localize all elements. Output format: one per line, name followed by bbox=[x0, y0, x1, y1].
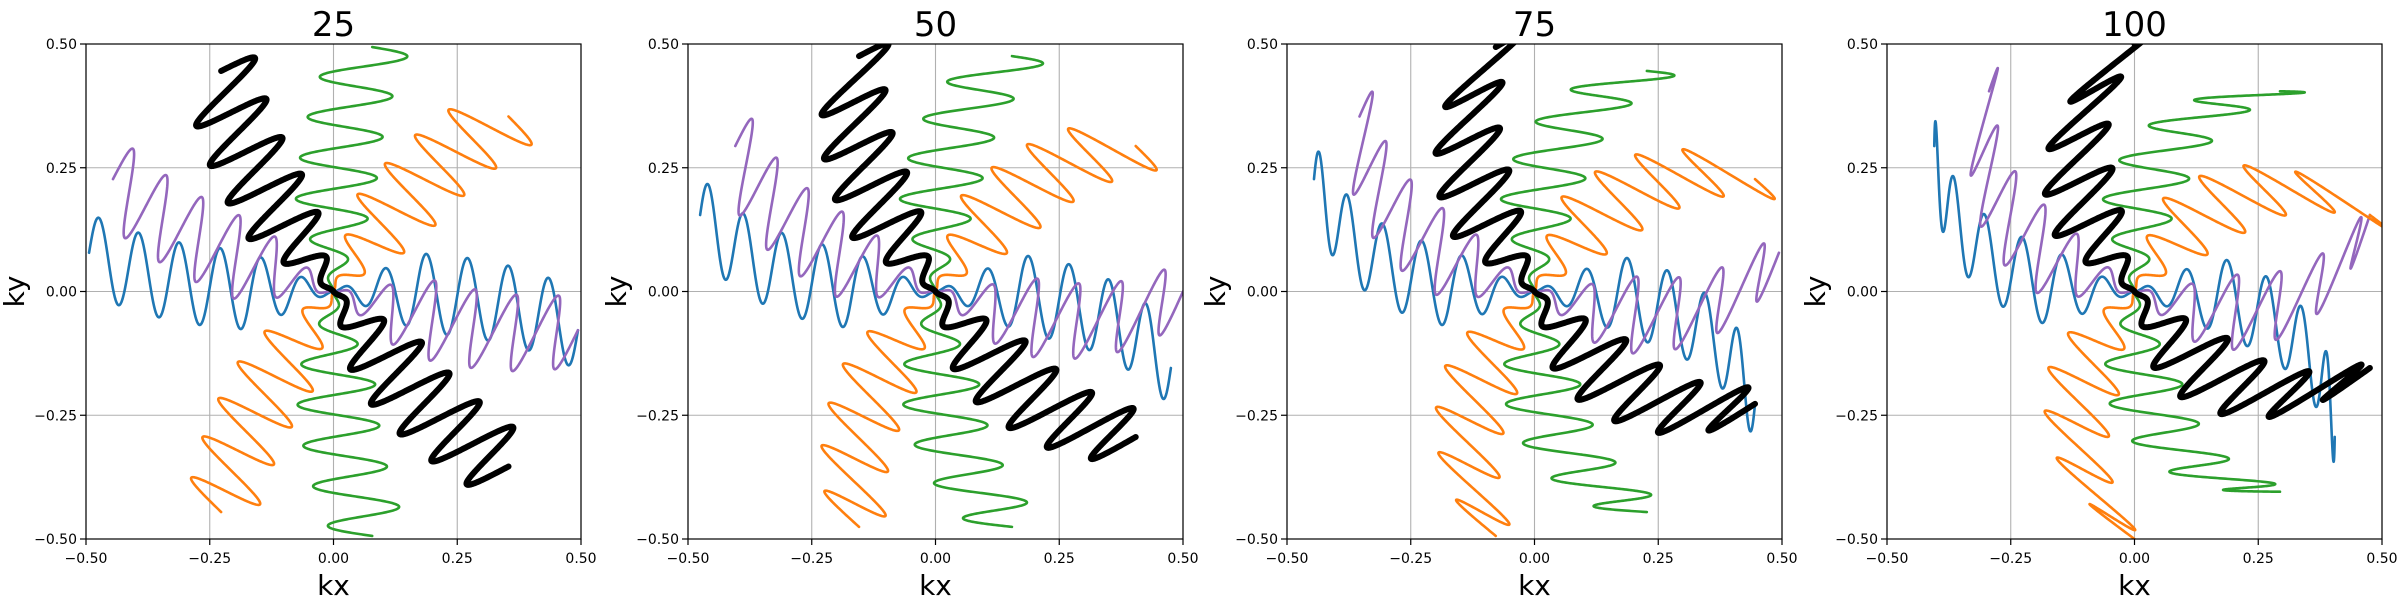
x-tick-label: 0.25 bbox=[2243, 551, 2274, 567]
trajectory-line bbox=[296, 290, 401, 538]
x-tick-label: 0.00 bbox=[1519, 551, 1550, 567]
y-tick-label: 0.50 bbox=[648, 37, 679, 53]
x-tick-label: 0.25 bbox=[1044, 551, 1075, 567]
y-tick-label: 0.00 bbox=[1247, 285, 1278, 301]
trajectory-line bbox=[934, 127, 1158, 293]
trajectory-line bbox=[2101, 89, 2307, 293]
highlighted-trajectory-line bbox=[1531, 288, 1759, 436]
trajectory-line bbox=[111, 147, 335, 300]
trajectory-line bbox=[87, 216, 335, 331]
y-tick-label: 0.00 bbox=[46, 285, 77, 301]
x-axis-label: kx bbox=[1518, 569, 1551, 600]
x-tick-label: −0.25 bbox=[1389, 551, 1432, 567]
trajectory-line bbox=[332, 252, 580, 367]
trajectory-line bbox=[2133, 164, 2382, 293]
trajectory-line bbox=[902, 290, 1029, 529]
x-tick-label: 0.50 bbox=[1766, 551, 1797, 567]
chart-panel: −0.50 −0.50 −0.25 −0.25 0.00 0.00 0.25 0.25 0.50… bbox=[0, 5, 597, 600]
highlighted-trajectory-line bbox=[818, 44, 939, 295]
x-axis-label: kx bbox=[317, 569, 350, 600]
y-tick-label: −0.50 bbox=[1235, 532, 1278, 548]
x-tick-label: −0.50 bbox=[667, 551, 710, 567]
trajectory-line bbox=[1503, 290, 1653, 514]
y-tick-label: 0.25 bbox=[648, 161, 679, 177]
y-tick-label: 0.00 bbox=[1847, 285, 1878, 301]
trajectory-line bbox=[1969, 66, 2136, 298]
y-tick-label: −0.25 bbox=[1835, 408, 1878, 424]
y-tick-label: 0.25 bbox=[46, 161, 77, 177]
highlighted-trajectory-line bbox=[330, 288, 517, 488]
y-axis-label: ky bbox=[600, 276, 633, 308]
trajectory-line bbox=[1533, 242, 1781, 355]
highlighted-trajectory-line bbox=[932, 288, 1139, 463]
trajectory-line bbox=[332, 107, 533, 293]
x-tick-label: 0.00 bbox=[318, 551, 349, 567]
x-tick-label: −0.25 bbox=[188, 551, 231, 567]
chart-title: 75 bbox=[1513, 5, 1556, 45]
x-tick-label: 0.00 bbox=[920, 551, 951, 567]
y-tick-label: −0.50 bbox=[636, 532, 679, 548]
trajectory-line bbox=[294, 45, 409, 293]
x-tick-label: −0.50 bbox=[65, 551, 108, 567]
x-tick-label: −0.50 bbox=[1266, 551, 1309, 567]
trajectory-line bbox=[189, 290, 335, 514]
trajectory-line bbox=[1434, 290, 1536, 538]
x-tick-label: −0.50 bbox=[1866, 551, 1909, 567]
y-axis-label: ky bbox=[1199, 276, 1232, 308]
y-axis-label: ky bbox=[0, 276, 31, 308]
x-tick-label: 0.25 bbox=[442, 551, 473, 567]
y-tick-label: 0.25 bbox=[1847, 161, 1878, 177]
highlighted-trajectory-line bbox=[2041, 44, 2144, 295]
chart-title: 50 bbox=[914, 5, 957, 45]
trajectory-line bbox=[820, 290, 937, 529]
highlighted-trajectory-line bbox=[193, 54, 337, 295]
x-tick-label: 0.50 bbox=[565, 551, 596, 567]
y-tick-label: 0.00 bbox=[648, 285, 679, 301]
y-tick-label: −0.25 bbox=[1235, 408, 1278, 424]
trajectory-line bbox=[332, 279, 580, 373]
chart-panel: −0.50 −0.50 −0.25 −0.25 0.00 0.00 0.25 0.25 0.50… bbox=[1799, 5, 2398, 600]
trajectory-line bbox=[733, 117, 937, 299]
y-tick-label: −0.50 bbox=[34, 532, 77, 548]
y-tick-label: 0.50 bbox=[46, 37, 77, 53]
trajectory-line bbox=[1533, 147, 1777, 293]
y-tick-label: −0.50 bbox=[1835, 532, 1878, 548]
chart-title: 100 bbox=[2102, 5, 2167, 45]
chart-title: 25 bbox=[312, 5, 355, 45]
y-tick-label: 0.25 bbox=[1247, 161, 1278, 177]
chart-panel: −0.50 −0.50 −0.25 −0.25 0.00 0.00 0.25 0.25 0.50… bbox=[600, 5, 1199, 600]
x-tick-label: 0.00 bbox=[2119, 551, 2150, 567]
y-tick-label: −0.25 bbox=[34, 408, 77, 424]
x-axis-label: kx bbox=[2118, 569, 2151, 600]
x-tick-label: 0.50 bbox=[1167, 551, 1198, 567]
trajectory-line bbox=[2104, 290, 2282, 494]
x-tick-label: 0.25 bbox=[1643, 551, 1674, 567]
chart-panel: −0.50 −0.50 −0.25 −0.25 0.00 0.00 0.25 0.25 0.50… bbox=[1199, 5, 1798, 600]
y-axis-label: ky bbox=[1799, 276, 1832, 308]
y-tick-label: −0.25 bbox=[636, 408, 679, 424]
y-tick-label: 0.50 bbox=[1847, 37, 1878, 53]
trajectory-line bbox=[1312, 150, 1536, 327]
trajectory-line bbox=[1351, 90, 1536, 299]
trajectory-line bbox=[698, 182, 937, 329]
x-tick-label: −0.25 bbox=[1989, 551, 2032, 567]
trajectory-line bbox=[1932, 119, 2136, 325]
x-tick-label: 0.50 bbox=[2366, 551, 2397, 567]
highlighted-trajectory-line bbox=[2131, 288, 2373, 420]
trajectory-line bbox=[2043, 290, 2137, 539]
highlighted-trajectory-line bbox=[1432, 44, 1538, 295]
x-tick-label: −0.25 bbox=[790, 551, 833, 567]
trajectory-line bbox=[934, 268, 1183, 360]
x-axis-label: kx bbox=[919, 569, 952, 600]
trajectory-line bbox=[1499, 69, 1676, 293]
trajectory-line bbox=[898, 54, 1045, 293]
trajectory-line bbox=[2133, 213, 2372, 352]
trajectory-line bbox=[1533, 256, 1757, 433]
trajectory-line bbox=[934, 254, 1173, 401]
y-tick-label: 0.50 bbox=[1247, 37, 1278, 53]
